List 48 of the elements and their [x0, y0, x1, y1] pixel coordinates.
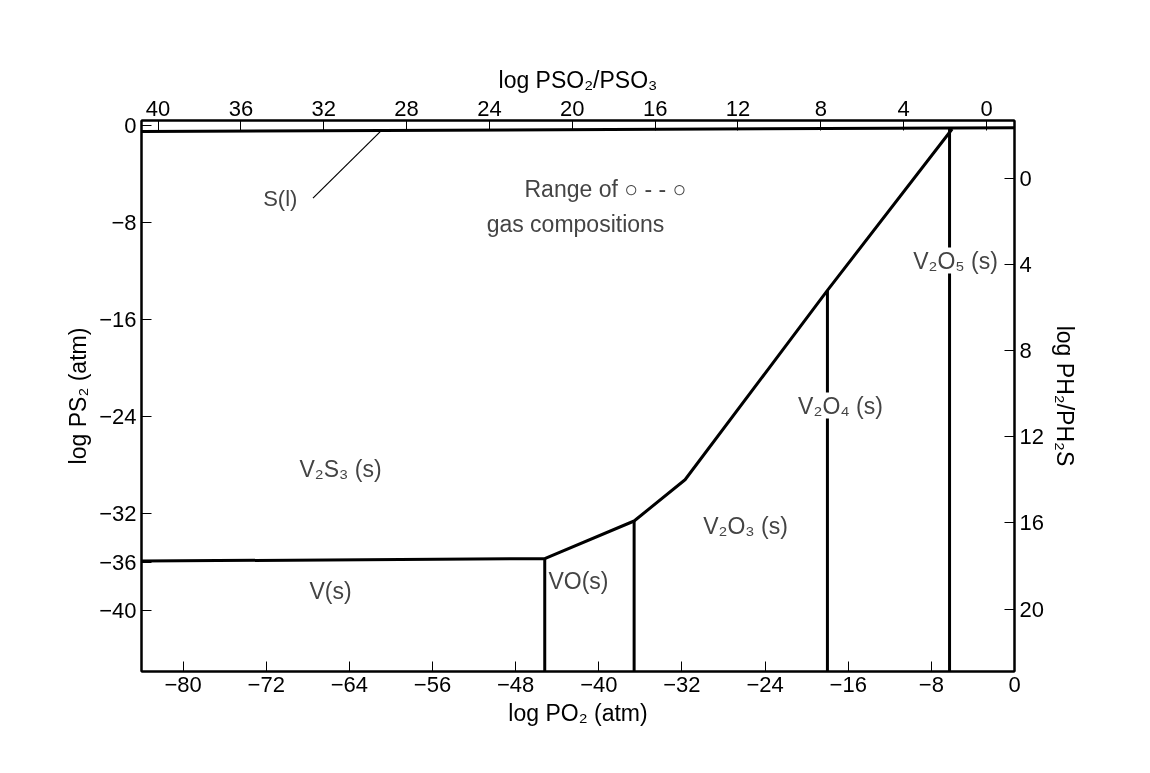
y2-tick-label: 16	[1019, 510, 1044, 536]
x-tick-label: −40	[580, 671, 618, 697]
y-tick-label: −8	[111, 209, 137, 235]
annotation: Range of ○ - - ○	[524, 175, 687, 202]
x2-tick-label: 12	[725, 95, 751, 121]
y-tick-label: 0	[124, 112, 137, 138]
x-tick-label: 0	[1008, 671, 1021, 697]
y2-tick-label: 20	[1019, 596, 1044, 622]
y-tick-label: −16	[99, 307, 137, 333]
x-tick-label: −48	[496, 671, 535, 697]
x2-tick-label: 4	[897, 95, 910, 121]
x2-tick-label: 40	[145, 95, 171, 121]
x2-tick-label: 32	[311, 95, 337, 121]
x-tick-label: −56	[413, 671, 452, 697]
annotation: V₂O₅ (s)	[913, 247, 998, 274]
y2-axis-title: log PH₂/PH₂S	[1051, 325, 1078, 467]
y-tick-label: −36	[99, 549, 137, 575]
x-tick-label: −8	[918, 671, 944, 697]
y2-tick-label: 12	[1019, 424, 1044, 450]
annotation: gas compositions	[486, 210, 665, 237]
annotation: VO(s)	[548, 567, 609, 594]
x-axis-title: log PO₂ (atm)	[508, 699, 648, 726]
y-tick-label: −40	[99, 598, 137, 624]
x2-axis-title: log PSO₂/PSO₃	[498, 66, 658, 93]
annotation: S(l)	[263, 185, 298, 211]
x-tick-label: −72	[247, 671, 285, 697]
annotation: V(s)	[309, 577, 352, 604]
y2-tick-label: 4	[1019, 252, 1032, 278]
x2-tick-label: 20	[560, 95, 585, 121]
x2-tick-label: 8	[814, 95, 827, 121]
annotation: V₂O₄ (s)	[798, 392, 883, 419]
annotation: V₂S₃ (s)	[299, 455, 382, 482]
y-tick-label: −24	[99, 404, 137, 430]
x-tick-label: −32	[663, 671, 701, 697]
annotation: V₂O₃ (s)	[703, 512, 788, 539]
y2-tick-label: 0	[1019, 166, 1032, 192]
x-tick-label: −64	[330, 671, 369, 697]
x2-tick-label: 28	[394, 95, 419, 121]
x-tick-label: −80	[164, 671, 202, 697]
x2-tick-label: 24	[477, 95, 502, 121]
y-axis-title: log PS₂ (atm)	[65, 327, 92, 465]
y2-tick-label: 8	[1019, 338, 1032, 364]
x2-tick-label: 0	[980, 95, 993, 121]
x-tick-label: −24	[746, 671, 784, 697]
x2-tick-label: 36	[228, 95, 254, 121]
x2-tick-label: 16	[642, 95, 668, 121]
y-tick-label: −32	[99, 501, 137, 527]
x-tick-label: −16	[829, 671, 867, 697]
